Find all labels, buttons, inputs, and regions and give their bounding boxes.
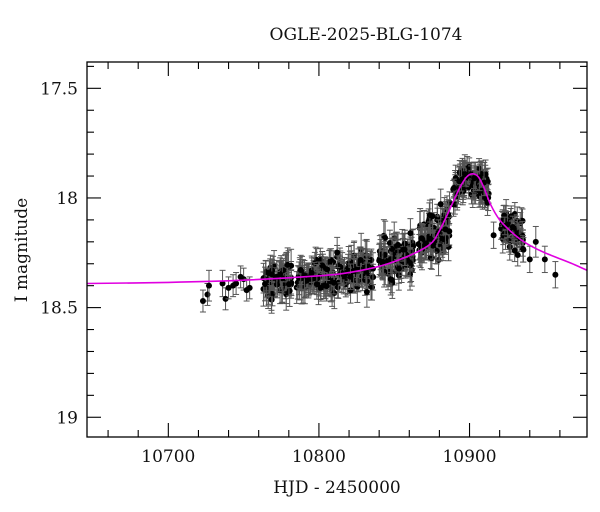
chart-title: OGLE-2025-BLG-1074	[270, 25, 463, 45]
axis-ticks	[87, 62, 587, 437]
x-tick-label: 10700	[141, 447, 195, 467]
y-tick-label: 17.5	[40, 79, 78, 99]
y-axis-tick-labels: 17.5 18 18.5 19	[40, 79, 78, 428]
x-tick-label: 10900	[442, 447, 496, 467]
y-tick-label: 19	[56, 408, 78, 428]
y-tick-label: 18.5	[40, 299, 78, 319]
plot-frame	[86, 61, 588, 438]
x-tick-label: 10800	[292, 447, 346, 467]
x-axis-label: HJD - 2450000	[273, 478, 401, 498]
y-axis-label: I magnitude	[12, 198, 32, 302]
model-curve	[87, 173, 587, 285]
y-tick-label: 18	[56, 189, 78, 209]
x-axis-tick-labels: 10700 10800 10900	[141, 447, 496, 467]
data-points	[199, 154, 559, 314]
